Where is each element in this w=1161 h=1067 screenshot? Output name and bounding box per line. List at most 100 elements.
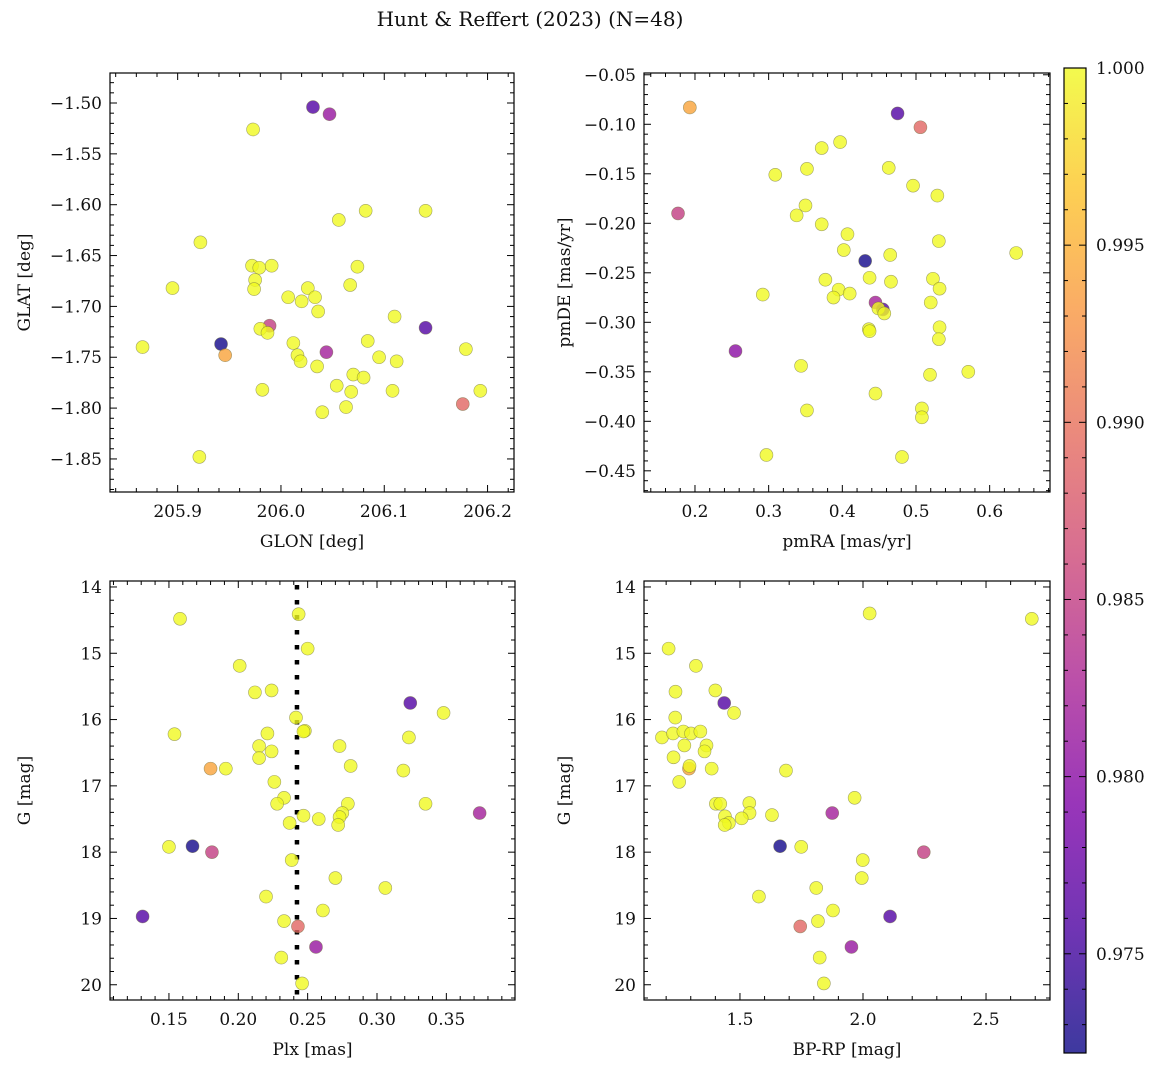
y-tick-label: −1.50 [50,94,102,114]
data-point [315,405,330,419]
figure-title: Hunt & Reffert (2023) (N=48) [376,7,684,31]
data-point [264,258,279,273]
y-tick-label: −0.30 [584,313,636,333]
colorbar-tick-label: 0.990 [1096,413,1145,433]
y-tick-label: −0.25 [584,264,636,284]
data-point [255,382,270,397]
data-point [825,806,840,820]
data-point [264,744,279,759]
data-point [884,274,898,289]
colorbar-tick-label: 0.980 [1096,768,1145,788]
y-tick-label: −0.05 [584,66,636,86]
data-point [267,775,282,789]
data-point [814,141,829,155]
data-point [883,248,898,262]
data-point [713,796,728,811]
data-point [260,726,275,741]
x-tick-label: 0.30 [358,1010,396,1030]
data-point [930,188,945,203]
y-tick-label: 16 [80,711,102,731]
y-tick-label: −1.60 [50,196,102,216]
data-points [671,100,1023,464]
data-point [915,410,929,425]
colorbar-tick-label: 0.985 [1096,590,1145,610]
data-point [455,397,470,411]
data-point [752,889,766,904]
data-point [185,839,200,853]
data-point [773,839,787,853]
data-point [800,162,814,176]
y-tick-label: 14 [80,578,102,598]
x-tick-label: 0.20 [219,1010,257,1030]
data-point [877,306,892,321]
x-tick-label: 0.4 [829,502,856,522]
axes-frame [643,72,1051,493]
data-point [167,727,182,741]
data-point [418,204,433,218]
x-axis-label: pmRA [mas/yr] [782,532,911,552]
data-point [294,294,309,309]
colorbar-tick-label: 0.975 [1096,945,1145,965]
data-point [844,940,859,954]
data-point [793,919,808,934]
x-tick-label: 2.5 [973,1010,1000,1030]
x-tick-label: 206.1 [360,502,409,522]
y-tick-label: −0.15 [584,165,636,185]
data-point [329,378,344,393]
data-point [734,811,749,826]
data-point [293,354,308,369]
data-point [916,845,931,859]
x-tick-label: 0.25 [289,1010,327,1030]
data-point [418,796,433,811]
data-point [836,243,851,257]
data-point [282,816,297,830]
y-tick-label: −0.35 [584,363,636,383]
data-point [862,606,877,621]
data-point [291,919,305,934]
data-point [252,751,266,765]
data-point [858,254,872,268]
data-point [847,790,862,805]
data-point [668,710,683,725]
data-point [232,659,247,673]
data-point [356,370,371,385]
data-point [296,724,311,739]
y-tick-label: −0.20 [584,214,636,234]
y-tick-label: 14 [614,578,636,598]
axis-ticks [644,73,1050,492]
data-point [666,750,681,765]
data-point [472,806,487,820]
data-point [459,342,473,356]
data-point [378,881,393,895]
data-point [932,234,946,248]
data-point [296,808,311,823]
data-point [794,840,809,854]
data-point [358,204,373,218]
data-point [270,796,284,811]
data-point [248,685,262,700]
data-point [932,332,946,346]
data-point [165,281,180,295]
data-point [350,259,365,274]
data-point [339,400,353,414]
data-point [868,386,883,401]
data-point [814,217,829,232]
colorbar-gradient [1064,68,1086,1053]
y-tick-label: −1.75 [50,348,102,368]
data-point [1024,611,1039,626]
data-point [281,290,295,305]
data-point [717,818,732,832]
x-tick-label: 0.2 [681,502,708,522]
data-point [162,840,176,854]
data-point [862,324,877,339]
scatter-panel-2: 0.2 0.3 0.4 0.5 0.6 −0.05 −0.10 −0.15 −0.20 −0.25… [555,66,1051,552]
data-point [247,282,261,296]
colorbar-frame [1063,67,1087,1054]
data-point [344,385,359,399]
data-point [717,696,732,710]
data-point [826,290,841,305]
data-point [961,365,976,379]
data-point [218,348,232,363]
data-point [322,107,337,121]
y-tick-label: −0.40 [584,412,636,432]
